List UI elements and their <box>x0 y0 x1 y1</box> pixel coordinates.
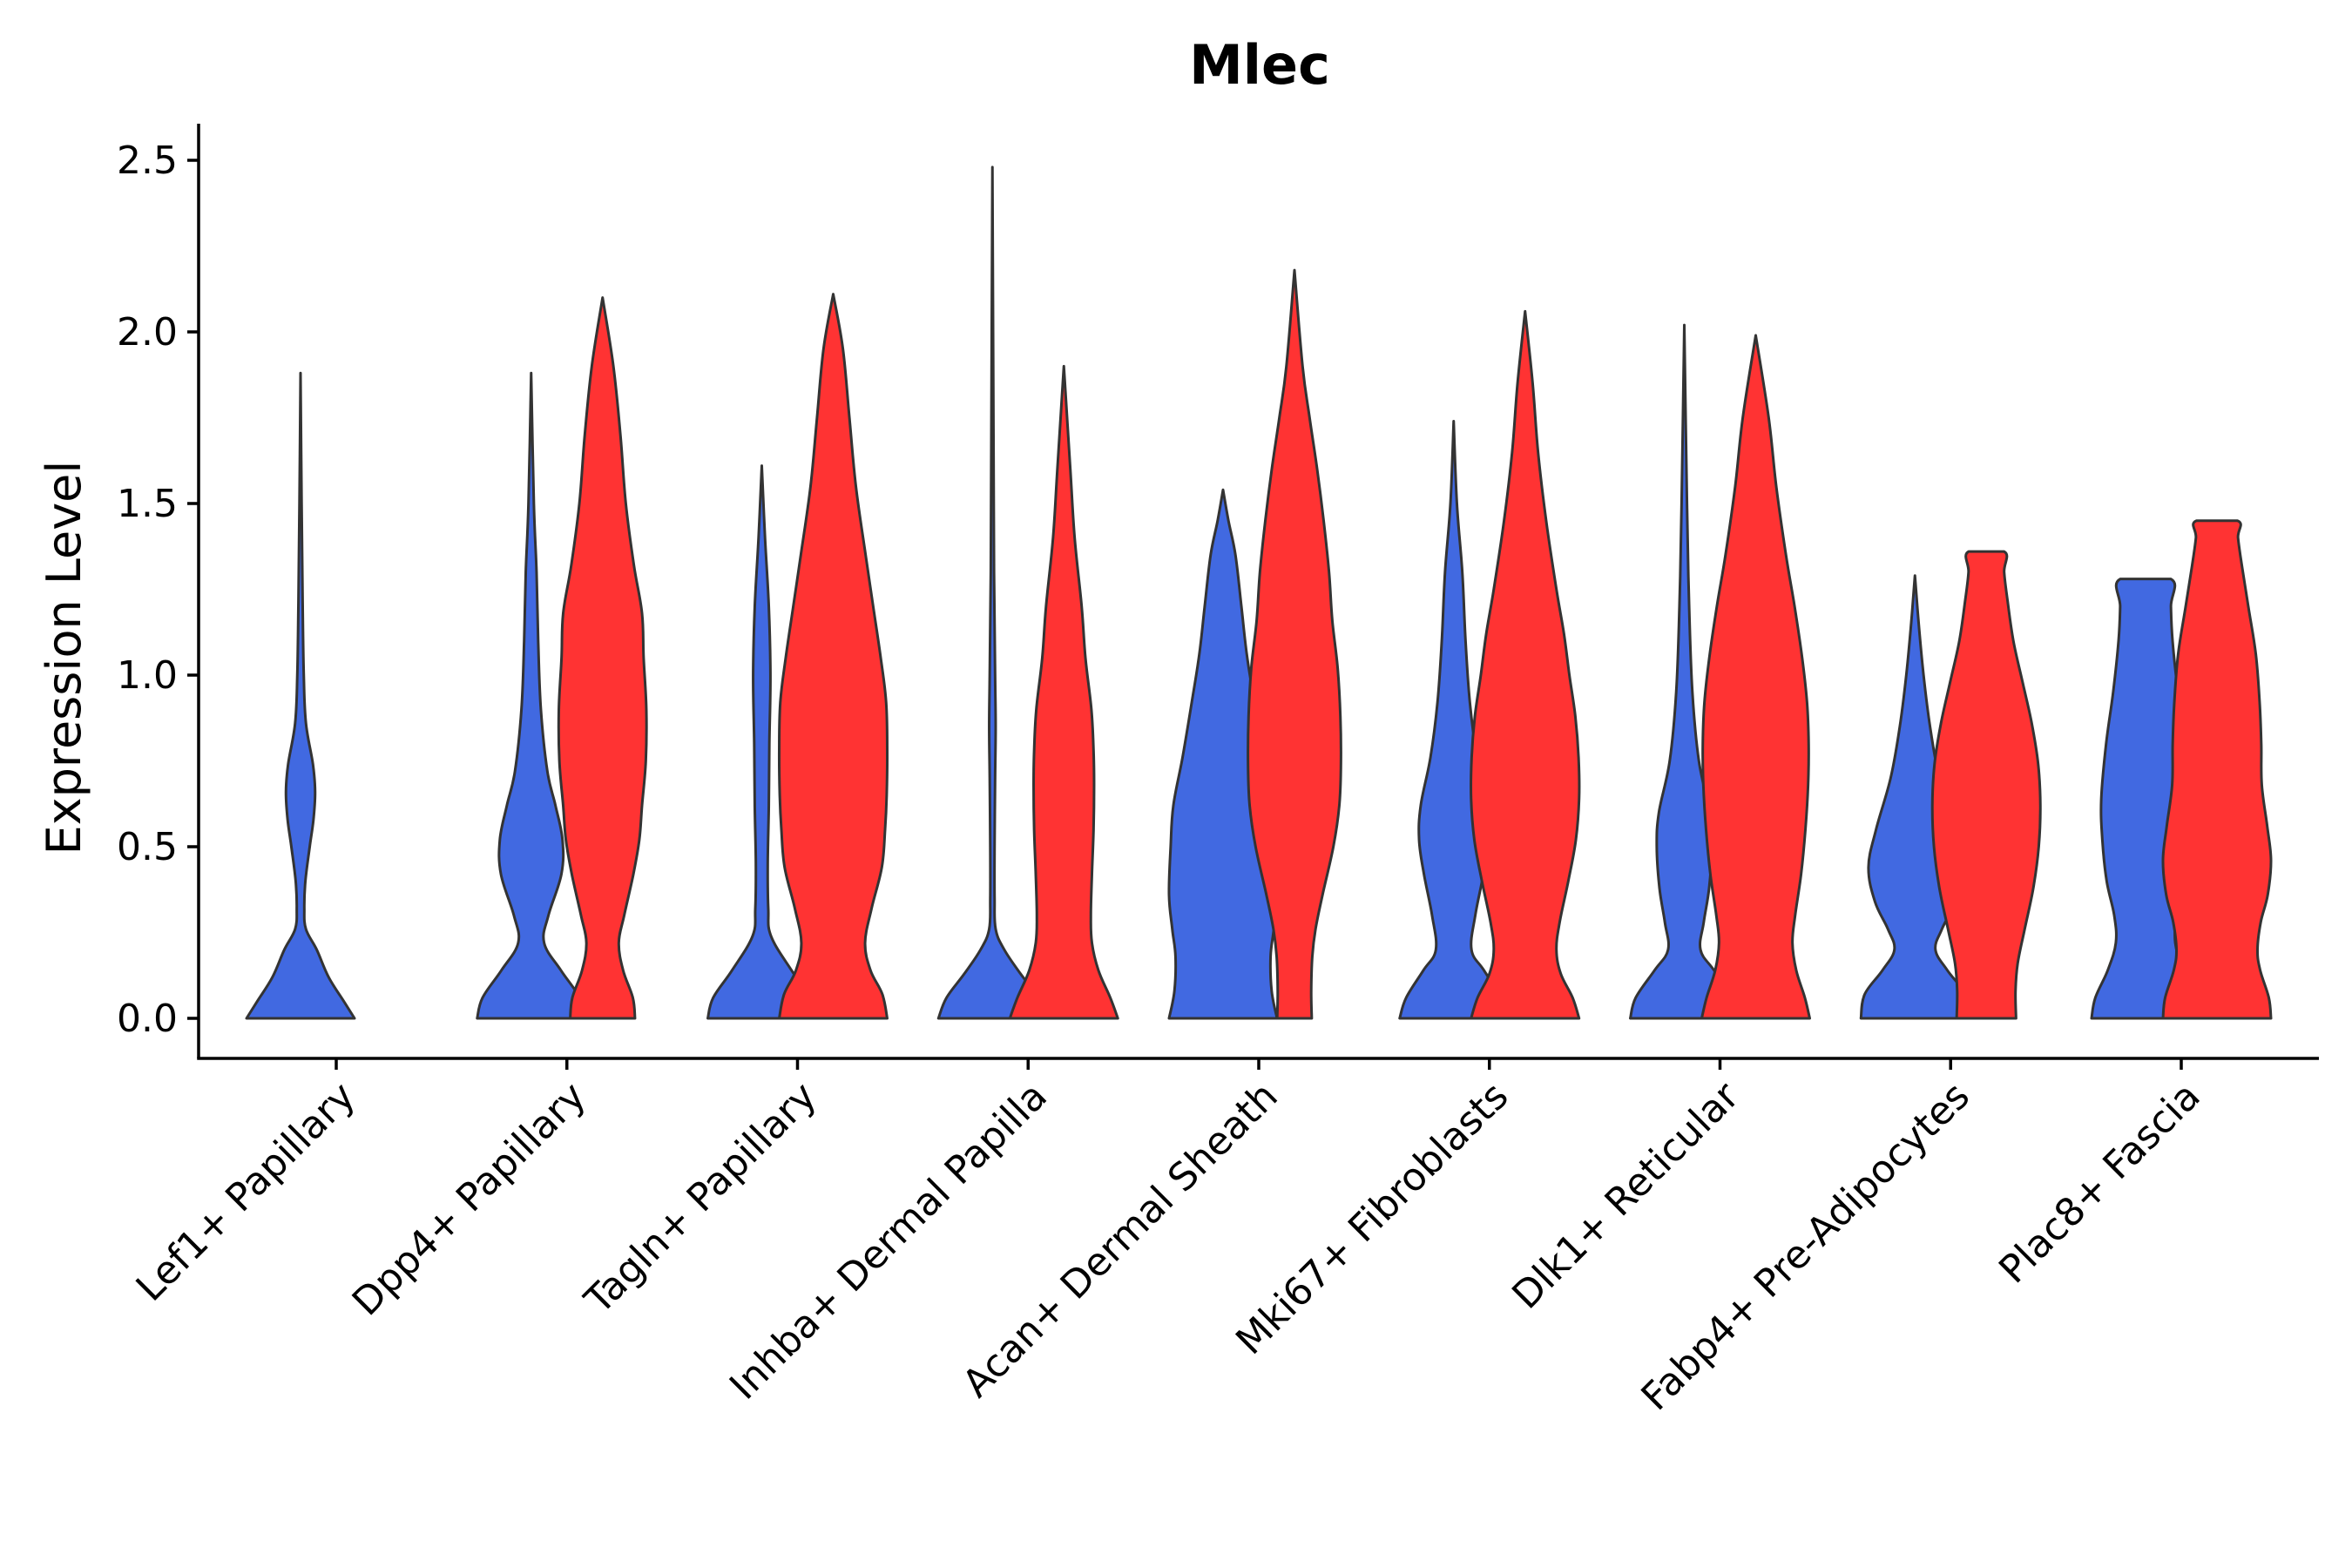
violin-tagln-papillary-group-red <box>777 293 889 1020</box>
x-tick-label-plac8-fascia: Plac8+ Fascia <box>1990 1074 2209 1293</box>
x-tick-label-tagln-papillary: Tagln+ Papillary <box>576 1074 825 1323</box>
x-tick-label-lef1-papillary: Lef1+ Papillary <box>128 1074 364 1310</box>
x-tick-label-dpp4-papillary: Dpp4+ Papillary <box>344 1074 595 1325</box>
violins-layer <box>245 166 2273 1020</box>
violin-inhba-dermal-papilla-group-red <box>1008 364 1119 1020</box>
y-axis-label: Expression Level <box>37 461 91 855</box>
violin-mki67-fibroblasts-group-red <box>1469 309 1581 1020</box>
violin-fabp4-pre-adipocytes-group-red <box>1930 550 2042 1020</box>
violin-dpp4-papillary-group-red <box>557 296 648 1020</box>
chart-title: Mlec <box>1189 33 1330 97</box>
y-tick-label: 1.5 <box>117 482 178 526</box>
y-tick-label: 2.0 <box>117 310 178 355</box>
y-tick-label: 0.0 <box>117 997 178 1041</box>
violin-acan-dermal-sheath-group-red <box>1247 268 1342 1020</box>
y-tick-label: 1.0 <box>117 653 178 698</box>
violin-inhba-dermal-papilla-group-blue <box>936 166 1048 1020</box>
x-tick-label-dlk1-reticular: Dlk1+ Reticular <box>1504 1073 1748 1318</box>
y-tick-label: 2.5 <box>117 139 178 183</box>
violin-dlk1-reticular-group-red <box>1700 334 1811 1020</box>
violin-fabp4-pre-adipocytes-group-blue <box>1859 574 1970 1020</box>
violin-tagln-papillary-group-blue <box>706 464 817 1020</box>
violin-dpp4-papillary-group-blue <box>476 371 587 1020</box>
violin-lef1-papillary-group-blue <box>245 371 356 1020</box>
violin-plac8-fascia-group-red <box>2161 519 2273 1020</box>
y-tick-label: 0.5 <box>117 825 178 869</box>
